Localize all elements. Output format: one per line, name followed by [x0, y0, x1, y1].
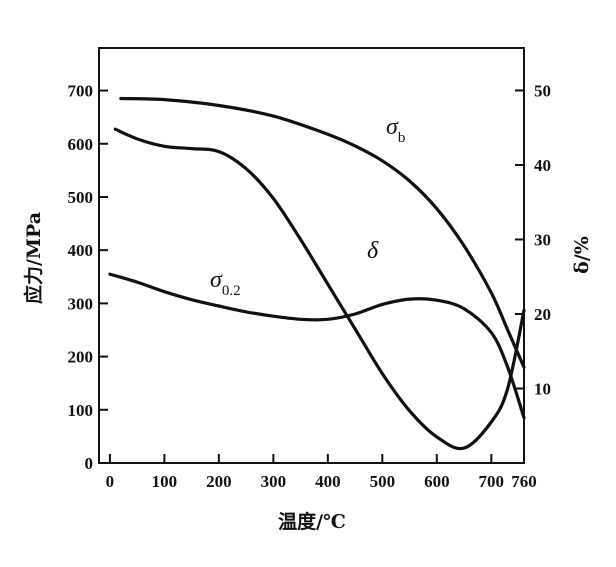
y-left-axis-title: 应力/MPa — [22, 212, 45, 304]
y-left-tick-label: 300 — [68, 294, 94, 313]
y-right-tick-label: 50 — [534, 81, 551, 100]
svg-text:σb: σb — [386, 114, 405, 146]
y-right-axis-title: δ/% — [571, 236, 593, 274]
y-left-tick-label: 700 — [68, 82, 94, 101]
y-right-tick-label: 30 — [534, 230, 551, 249]
y-left-tick-label: 200 — [68, 348, 94, 367]
y-right-tick-label: 40 — [534, 156, 551, 175]
series-label-sigma-b: σb — [386, 114, 405, 146]
x-tick-label: 700 — [479, 472, 505, 491]
y-left-tick-label: 600 — [68, 135, 94, 154]
y-right-tick-label: 10 — [534, 379, 551, 398]
series-label-delta: δ — [367, 238, 379, 264]
x-tick-label: 300 — [261, 472, 287, 491]
x-axis-title: 温度/℃ — [278, 510, 346, 533]
right-axis-ticks: 10 20 30 40 50 — [515, 81, 551, 398]
series-label-sigma-02: σ0.2 — [210, 267, 241, 299]
x-tick-label: 200 — [206, 472, 232, 491]
x-tick-label: 600 — [424, 472, 450, 491]
curves-group — [108, 96, 526, 451]
series-line-sigma-02 — [108, 272, 526, 420]
y-left-tick-label: 0 — [85, 454, 94, 473]
series-line-delta — [113, 127, 526, 451]
y-left-tick-label: 500 — [68, 188, 94, 207]
left-axis-ticks: 0 100 200 300 400 500 600 700 — [68, 82, 108, 473]
bottom-axis-ticks: 0 100 200 300 400 500 600 700 760 — [106, 454, 537, 491]
x-tick-label: 760 — [511, 472, 537, 491]
y-left-tick-label: 400 — [68, 241, 94, 260]
y-right-tick-label: 20 — [534, 305, 551, 324]
x-tick-label: 400 — [315, 472, 341, 491]
x-tick-label: 100 — [152, 472, 178, 491]
x-tick-label: 500 — [370, 472, 396, 491]
series-line-sigma-b — [119, 96, 526, 369]
plot-frame — [98, 47, 525, 464]
y-left-tick-label: 100 — [68, 401, 94, 420]
svg-text:σ0.2: σ0.2 — [210, 267, 241, 299]
x-tick-label: 0 — [106, 472, 115, 491]
